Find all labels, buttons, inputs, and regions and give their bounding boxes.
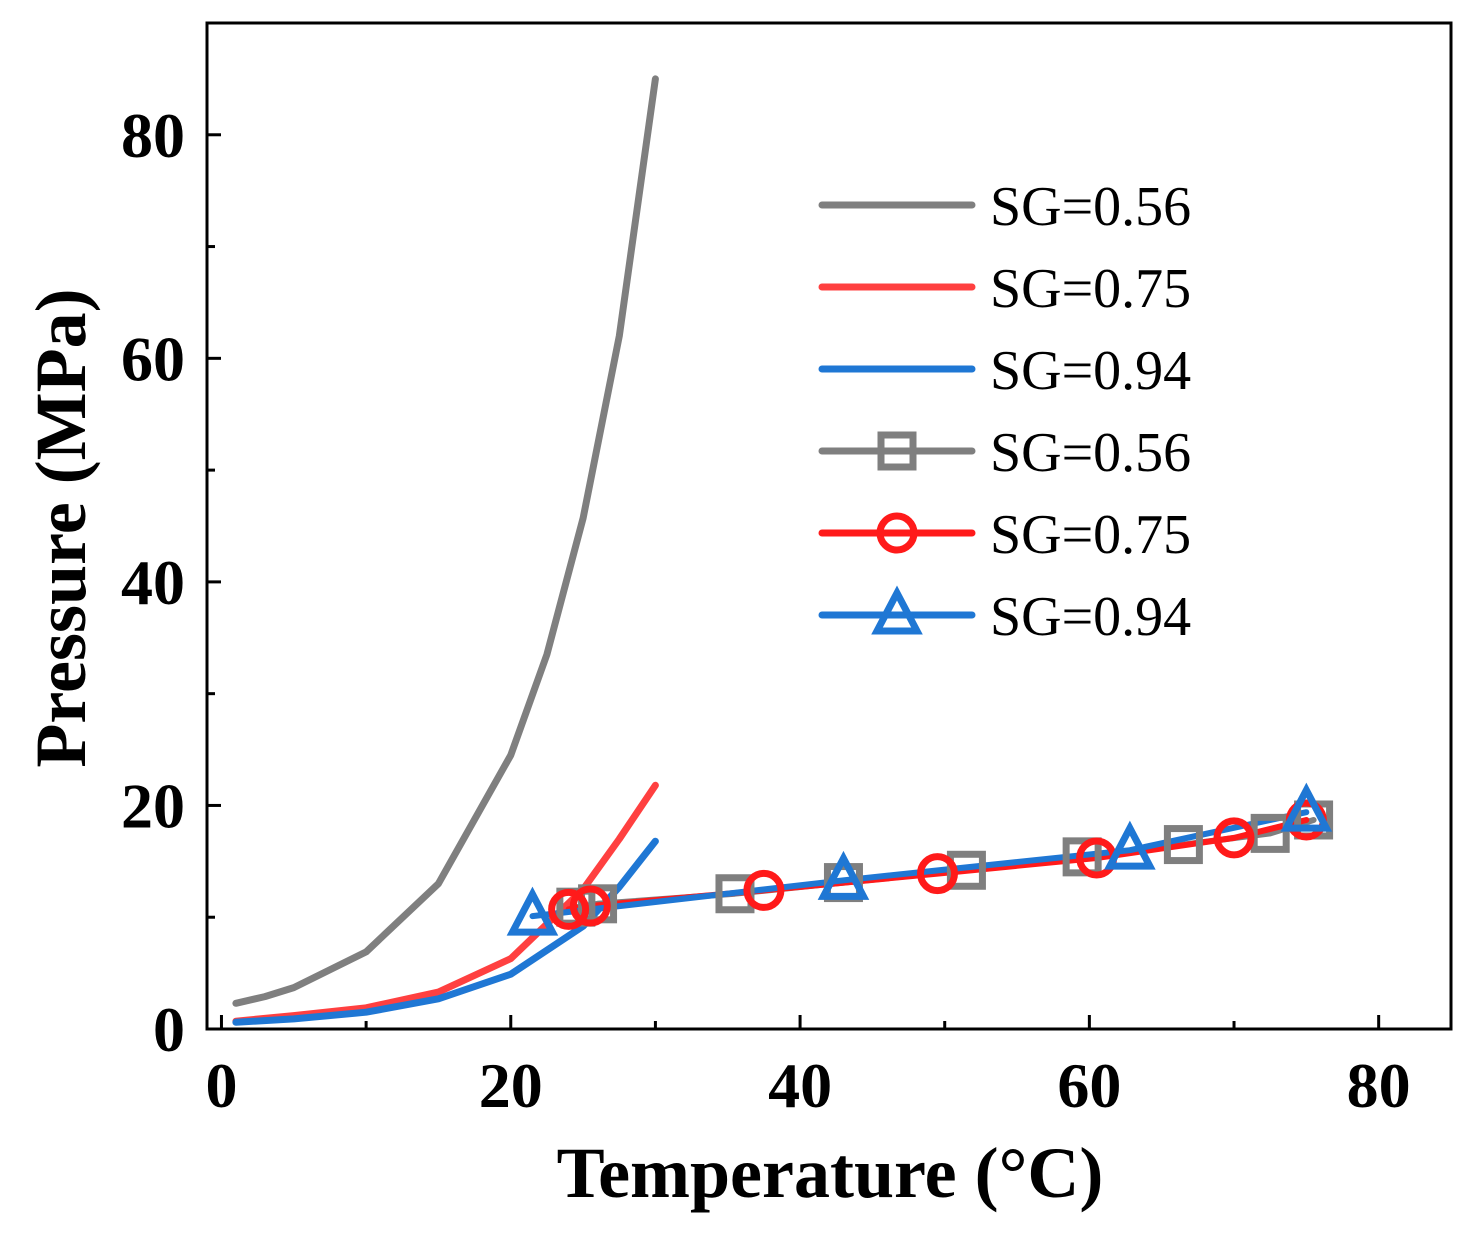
data-point-square-sg-0-56 [715, 874, 755, 914]
legend-label: SG=0.75 [990, 504, 1191, 566]
data-point-circle-sg-0-75 [569, 885, 611, 927]
legend-marker-circle [876, 512, 918, 554]
axis-ticks [207, 133, 1381, 1031]
y-tick-label: 0 [153, 994, 185, 1065]
legend-marker-triangle [871, 585, 923, 635]
x-tick-label: 80 [1347, 1050, 1411, 1121]
data-point-circle-sg-0-75 [1213, 817, 1255, 859]
x-tick-label: 60 [1057, 1050, 1121, 1121]
data-point-triangle-sg-0-94 [817, 850, 870, 900]
data-point-square-sg-0-56 [1062, 837, 1102, 877]
data-point-square-sg-0-56 [1250, 813, 1290, 853]
legend-label: SG=0.94 [990, 340, 1191, 402]
x-tick-label: 0 [205, 1050, 237, 1121]
data-point-circle-sg-0-75 [916, 853, 958, 895]
plot-frame [205, 21, 1453, 1031]
x-axis-title: Temperature (°C) [557, 1133, 1104, 1213]
y-tick-label: 20 [121, 770, 185, 841]
data-point-triangle-sg-0-94 [506, 886, 559, 936]
y-tick-label: 80 [121, 100, 185, 171]
data-point-circle-sg-0-75 [743, 869, 785, 911]
data-point-circle-sg-0-75 [548, 888, 590, 930]
x-tick-label: 40 [768, 1050, 832, 1121]
legend-marker-square [877, 431, 917, 471]
legend-label: SG=0.94 [990, 586, 1191, 648]
data-point-square-sg-0-56 [946, 850, 986, 890]
x-tick-label: 20 [479, 1050, 543, 1121]
legend-label: SG=0.56 [990, 422, 1191, 484]
axis-tick-labels: 0 20 40 60 80 0 20 40 60 80 [121, 100, 1411, 1121]
data-point-triangle-sg-0-94 [1104, 820, 1156, 870]
y-axis-title: Pressure (MPa) [21, 288, 101, 767]
legend: SG=0.56 SG=0.75 SG=0.94 SG=0.56 SG=0.75 SG=0.… [818, 176, 1191, 648]
legend-label: SG=0.75 [990, 258, 1191, 320]
plot-markers-group [506, 782, 1334, 936]
y-tick-label: 40 [121, 547, 185, 618]
y-tick-label: 60 [121, 323, 185, 394]
data-point-square-sg-0-56 [1163, 825, 1203, 865]
data-point-triangle-sg-0-94 [1280, 782, 1333, 832]
legend-label: SG=0.56 [990, 176, 1191, 238]
series-line-sg-0-56-line [232, 75, 659, 1007]
